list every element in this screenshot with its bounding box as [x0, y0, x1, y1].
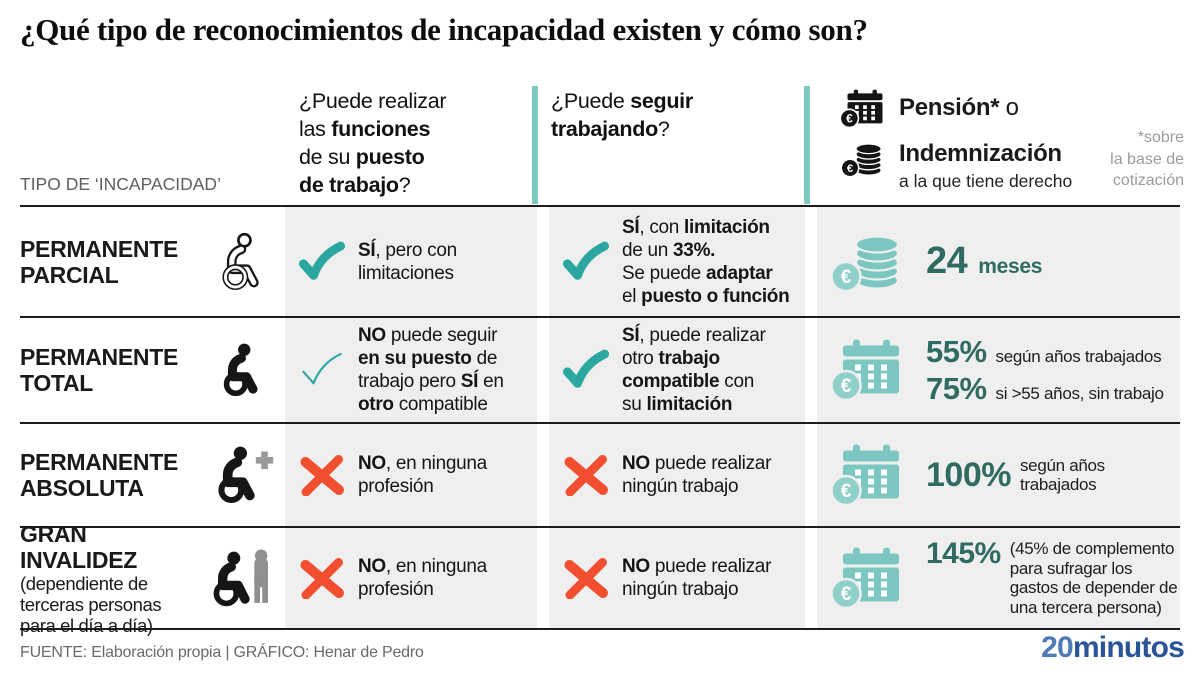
can-do-job-cell: NO, en ninguna profesión	[285, 528, 537, 628]
pension-value: 24	[926, 240, 968, 283]
column-header-seguir-trabajando: ¿Puede seguir trabajando?	[551, 89, 693, 141]
cell-text: SÍ, con limitación de un 33%. Se puede a…	[622, 216, 790, 307]
check-icon	[563, 349, 609, 391]
pension-cell: 145% (45% de complemento para sufragar l…	[817, 528, 1180, 628]
pension-values: 24 meses	[926, 242, 1042, 281]
pension-text: según años trabajados	[995, 346, 1162, 366]
logo-part-minutos: minutos	[1072, 631, 1185, 664]
table-row-permanente-absoluta: PERMANENTE ABSOLUTA NO, en ninguna profe…	[20, 422, 1180, 526]
can-keep-working-cell: NO puede realizar ningún trabajo	[549, 528, 805, 628]
row-label-cell: PERMANENTE PARCIAL	[20, 207, 285, 316]
row-subtitle: (dependiente de terceras personas para e…	[20, 572, 162, 636]
can-keep-working-cell: SÍ, con limitación de un 33%. Se puede a…	[549, 207, 805, 316]
pension-value: 145%	[926, 537, 1001, 570]
cross-icon	[563, 557, 609, 599]
source-credit: FUENTE: Elaboración propia | GRÁFICO: He…	[20, 644, 424, 661]
calendar-euro-icon	[831, 444, 911, 507]
can-keep-working-cell: NO puede realizar ningún trabajo	[549, 424, 805, 526]
wheelchair-solid-icon	[215, 339, 269, 401]
footnote-base-cotizacion: *sobre la base de cotización	[1110, 129, 1184, 189]
column-header-funciones-puesto: ¿Puede realizar las funciones de su pues…	[299, 89, 447, 197]
pension-value: 75%	[926, 370, 987, 406]
cell-text: SÍ, puede realizar otro trabajo compatib…	[622, 325, 766, 415]
pension-text: si >55 años, sin trabajo	[995, 383, 1164, 403]
coins-euro-icon	[831, 230, 911, 293]
wheelchair-plus-icon	[209, 444, 279, 506]
column-header-tipo-incapacidad: TIPO DE ‘INCAPACIDAD’	[20, 174, 221, 194]
indemnizacion-label: Indemnización	[899, 140, 1062, 167]
calendar-euro-icon	[831, 339, 911, 402]
pension-values: 145% (45% de complemento para sufragar l…	[926, 537, 1178, 617]
row-name-block: GRAN INVALIDEZ (dependiente de terceras …	[20, 521, 209, 636]
cross-icon	[299, 454, 345, 496]
row-label-cell: PERMANENTE TOTAL	[20, 318, 285, 422]
cross-icon	[299, 557, 345, 599]
table-row-permanente-parcial: PERMANENTE PARCIAL SÍ, pero con limitaci…	[20, 205, 1180, 316]
row-label-cell: GRAN INVALIDEZ (dependiente de terceras …	[20, 521, 285, 636]
logo-20minutos: 20minutos	[1041, 631, 1185, 665]
wheelchair-outline-icon	[213, 229, 271, 295]
cross-icon	[563, 454, 609, 496]
check-icon	[299, 241, 345, 283]
pension-value: 55%	[926, 333, 987, 369]
cell-text: SÍ, pero con limitaciones	[358, 239, 457, 284]
pension-label: Pensión* o	[899, 94, 1019, 121]
divider-bar	[532, 86, 538, 204]
pension-text: meses	[978, 255, 1043, 279]
cell-text: NO puede realizar ningún trabajo	[622, 453, 772, 497]
wheelchair-assist-icon	[209, 543, 281, 613]
check-icon	[563, 241, 609, 283]
pension-cell: 100% según años trabajados	[817, 424, 1180, 526]
pension-values: 100% según años trabajados	[926, 456, 1105, 495]
calendar-euro-icon	[840, 89, 890, 129]
logo-part-20: 20	[1041, 631, 1074, 664]
row-name: GRAN INVALIDEZ	[20, 520, 137, 573]
pension-text: según años trabajados	[1019, 455, 1105, 495]
page-title: ¿Qué tipo de reconocimientos de incapaci…	[20, 12, 868, 47]
divider-bar	[804, 86, 810, 204]
pension-value: 100%	[926, 455, 1011, 494]
incapacity-table: PERMANENTE PARCIAL SÍ, pero con limitaci…	[20, 205, 1180, 636]
row-name: PERMANENTE PARCIAL	[20, 235, 179, 288]
indemnizacion-sublabel: a la que tiene derecho	[899, 171, 1073, 191]
row-name: PERMANENTE ABSOLUTA	[20, 449, 179, 501]
row-name: PERMANENTE TOTAL	[20, 344, 179, 396]
can-keep-working-cell: SÍ, puede realizar otro trabajo compatib…	[549, 318, 805, 422]
pension-cell: 55% según años trabajados 75% si >55 año…	[817, 318, 1180, 422]
cell-text: NO, en ninguna profesión	[358, 556, 487, 600]
coins-euro-icon	[841, 138, 889, 180]
can-do-job-cell: NO, en ninguna profesión	[285, 424, 537, 526]
pension-text: (45% de complemento para sufragar los ga…	[1009, 539, 1178, 617]
table-row-gran-invalidez: GRAN INVALIDEZ (dependiente de terceras …	[20, 521, 1180, 636]
can-do-job-cell: SÍ, pero con limitaciones	[285, 207, 537, 316]
cell-text: NO puede realizar ningún trabajo	[622, 556, 772, 600]
pension-values: 55% según años trabajados 75% si >55 año…	[926, 336, 1164, 404]
check-outline-icon	[299, 349, 345, 391]
table-row-permanente-total: PERMANENTE TOTAL NO puede seguir en su p…	[20, 316, 1180, 422]
pension-cell: 24 meses	[817, 207, 1180, 316]
row-label-cell: PERMANENTE ABSOLUTA	[20, 424, 285, 526]
calendar-euro-icon	[831, 547, 911, 610]
cell-text: NO puede seguir en su puesto de trabajo …	[358, 325, 504, 415]
cell-text: NO, en ninguna profesión	[358, 453, 487, 497]
can-do-job-cell: NO puede seguir en su puesto de trabajo …	[285, 318, 537, 422]
